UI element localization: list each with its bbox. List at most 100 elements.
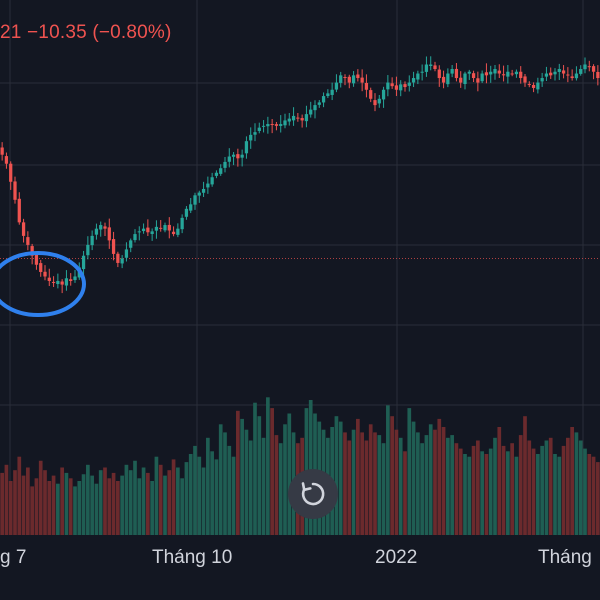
volume-bar: [51, 475, 56, 535]
candle-body: [493, 69, 497, 74]
candle-body: [574, 73, 579, 79]
candle-body: [587, 66, 591, 68]
candle-body: [330, 89, 334, 95]
candle-body: [381, 89, 386, 100]
candle-body: [596, 71, 600, 79]
volume-bar: [553, 454, 557, 535]
volume-bar: [26, 467, 30, 535]
volume-bar: [77, 481, 82, 535]
candle-body: [189, 204, 193, 211]
candle-body: [471, 73, 476, 79]
candle-body: [497, 70, 501, 74]
volume-bar: [180, 478, 184, 535]
candle-body: [163, 225, 167, 231]
volume-bar: [373, 432, 377, 535]
candle-body: [510, 73, 514, 75]
candle-body: [557, 69, 561, 72]
candle-body: [437, 69, 441, 79]
volume-bar: [446, 437, 450, 535]
volume-bar: [146, 472, 150, 535]
candle-body: [287, 118, 291, 122]
volume-bar: [351, 429, 356, 535]
volume-bar: [407, 408, 412, 535]
volume-bar: [21, 475, 26, 535]
candle-body: [240, 154, 244, 158]
candle-body: [210, 177, 214, 185]
candle-body: [527, 84, 531, 86]
candle-body: [390, 83, 394, 87]
candle-body: [81, 255, 86, 270]
candle-body: [86, 244, 90, 256]
volume-bar: [497, 427, 502, 535]
candle-body: [39, 263, 43, 272]
volume-bar: [116, 481, 120, 535]
candle-body: [377, 98, 381, 104]
volume-bar: [561, 445, 566, 535]
volume-bar: [206, 437, 210, 535]
candle-body: [47, 277, 51, 281]
candle-body: [450, 69, 454, 74]
volume-bar: [188, 454, 193, 535]
candle-body: [369, 90, 373, 99]
candle-body: [159, 227, 163, 229]
volume-bar: [56, 483, 60, 535]
candle-body: [103, 226, 107, 229]
volume-bar: [433, 429, 437, 535]
candle-body: [261, 125, 266, 127]
candle-body: [296, 117, 300, 119]
candle-body: [197, 192, 201, 196]
candle-body: [403, 84, 407, 88]
volume-bar: [0, 472, 4, 535]
candle-body: [304, 114, 309, 122]
volume-bar: [510, 443, 514, 535]
volume-bar: [574, 432, 579, 535]
volume-bar: [338, 421, 343, 535]
volume-bar: [548, 437, 553, 535]
volume-bar: [334, 416, 339, 535]
candle-body: [180, 217, 184, 230]
candle-body: [364, 82, 369, 90]
volume-bar: [163, 475, 167, 535]
reset-chart-button[interactable]: [288, 469, 338, 519]
candle-body: [480, 73, 484, 82]
volume-bar: [158, 464, 163, 535]
candle-body: [531, 84, 536, 88]
candle-body: [467, 71, 471, 74]
volume-bar: [283, 424, 287, 535]
candle-body: [424, 64, 429, 72]
volume-bar: [480, 451, 484, 535]
volume-bar: [578, 440, 583, 535]
volume-bar: [64, 472, 69, 535]
volume-bar: [120, 475, 124, 535]
volume-bar: [506, 451, 510, 535]
candle-body: [544, 73, 549, 77]
volume-bar: [240, 418, 244, 535]
volume-bar: [514, 456, 519, 535]
volume-bar: [484, 454, 489, 535]
candle-body: [34, 254, 39, 265]
price-change-readout: 21 −10.35 (−0.80%): [0, 22, 172, 43]
candle-body: [171, 231, 176, 235]
candle-body: [64, 278, 69, 286]
candle-body: [566, 74, 570, 76]
volume-bar: [248, 440, 253, 535]
volume-bar: [476, 440, 480, 535]
candle-body: [133, 234, 137, 241]
candle-body: [373, 100, 377, 106]
volume-bar: [17, 456, 22, 535]
candle-body: [4, 156, 9, 164]
candle-body: [300, 118, 304, 121]
candle-body: [9, 163, 13, 182]
volume-bar: [390, 416, 394, 535]
candle-body: [51, 281, 56, 283]
candle-body: [206, 183, 210, 188]
volume-bar: [381, 443, 386, 535]
volume-bar: [347, 440, 352, 535]
candle-body: [257, 127, 261, 131]
volume-bar: [43, 470, 47, 535]
volume-bar: [364, 440, 369, 535]
volume-bar: [261, 437, 266, 535]
candle-body: [321, 96, 326, 103]
candle-body: [193, 195, 197, 205]
